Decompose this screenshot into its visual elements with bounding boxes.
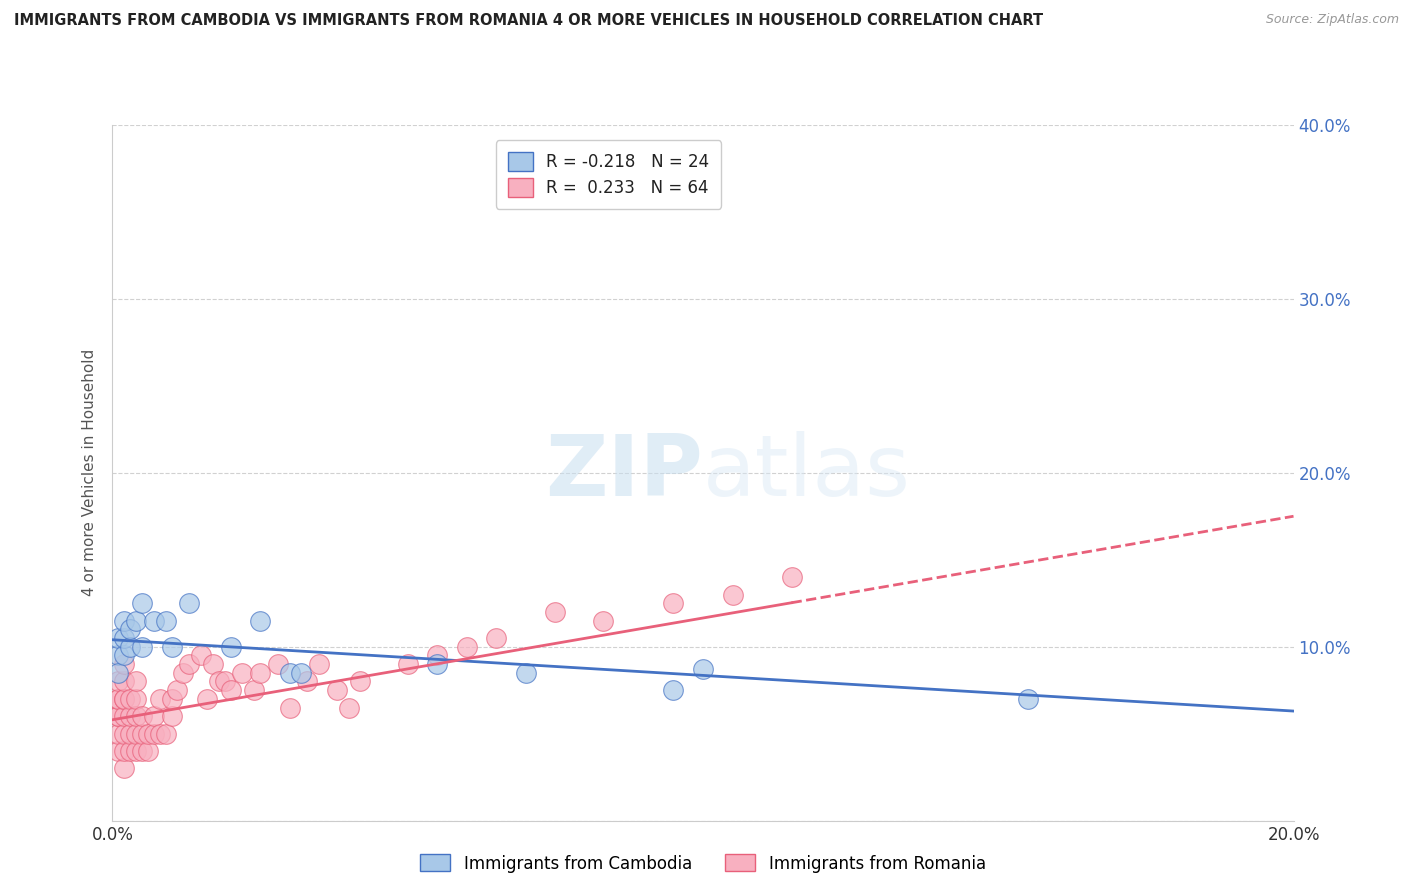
- Point: [278, 700, 301, 714]
- Point: [112, 709, 135, 723]
- Point: [107, 665, 129, 680]
- Point: [155, 614, 177, 628]
- Point: [149, 726, 172, 740]
- Point: [515, 665, 537, 680]
- Point: [125, 709, 148, 723]
- Point: [107, 648, 129, 663]
- Text: IMMIGRANTS FROM CAMBODIA VS IMMIGRANTS FROM ROMANIA 4 OR MORE VEHICLES IN HOUSEH: IMMIGRANTS FROM CAMBODIA VS IMMIGRANTS F…: [14, 13, 1043, 29]
- Point: [426, 657, 449, 671]
- Text: atlas: atlas: [703, 431, 911, 515]
- Point: [125, 674, 148, 689]
- Point: [125, 744, 148, 758]
- Point: [120, 744, 142, 758]
- Point: [155, 726, 177, 740]
- Text: ZIP: ZIP: [546, 431, 703, 515]
- Point: [396, 657, 419, 671]
- Point: [219, 683, 242, 698]
- Point: [219, 640, 242, 654]
- Point: [337, 700, 360, 714]
- Point: [131, 709, 153, 723]
- Point: [214, 674, 236, 689]
- Point: [112, 648, 135, 663]
- Y-axis label: 4 or more Vehicles in Household: 4 or more Vehicles in Household: [82, 349, 97, 597]
- Legend: Immigrants from Cambodia, Immigrants from Romania: Immigrants from Cambodia, Immigrants fro…: [413, 847, 993, 880]
- Point: [112, 692, 135, 706]
- Point: [662, 683, 685, 698]
- Legend: R = -0.218   N = 24, R =  0.233   N = 64: R = -0.218 N = 24, R = 0.233 N = 64: [496, 140, 721, 209]
- Point: [1017, 692, 1039, 706]
- Point: [662, 596, 685, 610]
- Point: [592, 614, 614, 628]
- Point: [107, 631, 129, 645]
- Point: [290, 665, 312, 680]
- Point: [125, 614, 148, 628]
- Point: [107, 744, 129, 758]
- Point: [112, 744, 135, 758]
- Point: [112, 761, 135, 775]
- Point: [142, 614, 165, 628]
- Point: [142, 726, 165, 740]
- Point: [120, 692, 142, 706]
- Point: [136, 744, 159, 758]
- Point: [297, 674, 319, 689]
- Point: [142, 709, 165, 723]
- Point: [107, 709, 129, 723]
- Point: [125, 726, 148, 740]
- Text: Source: ZipAtlas.com: Source: ZipAtlas.com: [1265, 13, 1399, 27]
- Point: [349, 674, 371, 689]
- Point: [125, 692, 148, 706]
- Point: [131, 640, 153, 654]
- Point: [107, 692, 129, 706]
- Point: [243, 683, 266, 698]
- Point: [172, 665, 194, 680]
- Point: [267, 657, 290, 671]
- Point: [326, 683, 349, 698]
- Point: [456, 640, 478, 654]
- Point: [131, 726, 153, 740]
- Point: [107, 674, 129, 689]
- Point: [485, 631, 508, 645]
- Point: [692, 662, 714, 676]
- Point: [107, 709, 129, 723]
- Point: [112, 692, 135, 706]
- Point: [120, 623, 142, 637]
- Point: [120, 709, 142, 723]
- Point: [160, 692, 183, 706]
- Point: [426, 648, 449, 663]
- Point: [131, 596, 153, 610]
- Point: [195, 692, 218, 706]
- Point: [112, 674, 135, 689]
- Point: [721, 587, 744, 601]
- Point: [160, 640, 183, 654]
- Point: [179, 596, 201, 610]
- Point: [160, 709, 183, 723]
- Point: [544, 605, 567, 619]
- Point: [120, 726, 142, 740]
- Point: [166, 683, 188, 698]
- Point: [231, 665, 253, 680]
- Point: [107, 726, 129, 740]
- Point: [201, 657, 224, 671]
- Point: [278, 665, 301, 680]
- Point: [112, 614, 135, 628]
- Point: [249, 614, 271, 628]
- Point: [107, 692, 129, 706]
- Point: [249, 665, 271, 680]
- Point: [136, 726, 159, 740]
- Point: [190, 648, 212, 663]
- Point: [179, 657, 201, 671]
- Point: [308, 657, 330, 671]
- Point: [131, 744, 153, 758]
- Point: [780, 570, 803, 584]
- Point: [112, 631, 135, 645]
- Point: [112, 657, 135, 671]
- Point: [149, 692, 172, 706]
- Point: [112, 726, 135, 740]
- Point: [208, 674, 231, 689]
- Point: [120, 640, 142, 654]
